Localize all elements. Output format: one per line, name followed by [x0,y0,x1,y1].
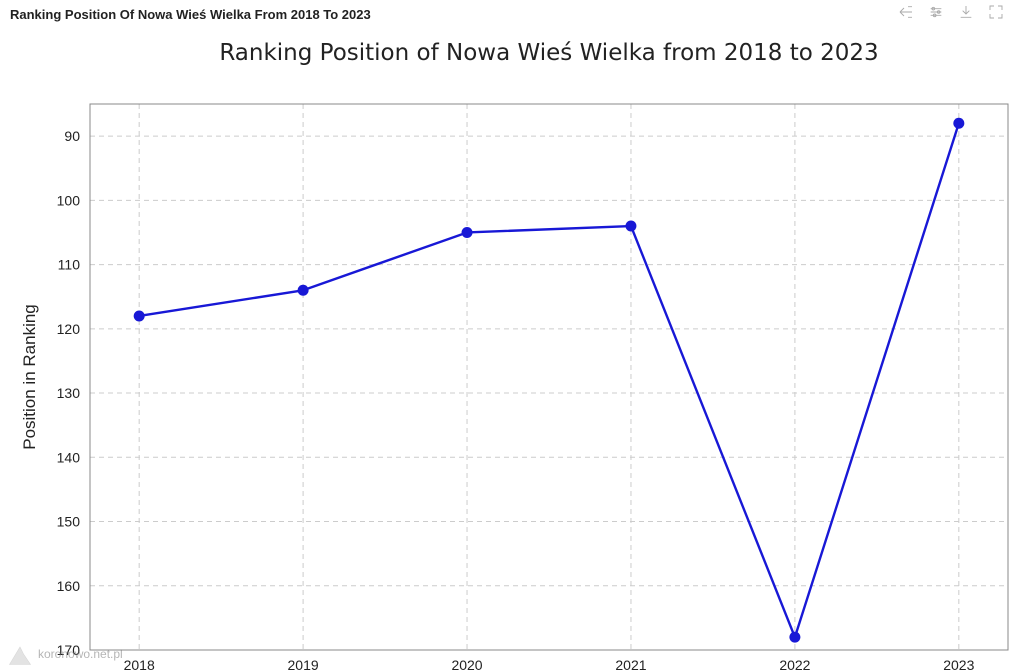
download-icon[interactable] [958,4,974,25]
x-tick-label: 2018 [124,657,155,672]
data-point [298,285,309,296]
data-point [789,632,800,643]
expand-icon[interactable] [988,4,1004,25]
watermark-logo-icon [6,640,34,668]
y-tick-label: 100 [57,192,81,208]
data-point [625,221,636,232]
x-tick-label: 2022 [779,657,810,672]
header-title: Ranking Position Of Nowa Wieś Wielka Fro… [10,7,371,22]
x-tick-label: 2019 [288,657,319,672]
data-point [462,227,473,238]
plot-border [90,104,1008,650]
header: Ranking Position Of Nowa Wieś Wielka Fro… [0,0,1024,25]
chart-svg: Ranking Position of Nowa Wieś Wielka fro… [0,24,1024,672]
y-tick-label: 160 [57,578,81,594]
pan-icon[interactable] [898,4,914,25]
app-container: Ranking Position Of Nowa Wieś Wielka Fro… [0,0,1024,672]
y-tick-label: 110 [58,257,81,273]
x-tick-label: 2021 [615,657,646,672]
data-point [953,118,964,129]
y-tick-label: 90 [64,128,80,144]
y-axis-label: Position in Ranking [20,304,39,450]
data-point [134,310,145,321]
y-tick-label: 150 [57,514,81,530]
chart-title: Ranking Position of Nowa Wieś Wielka fro… [219,40,878,66]
y-tick-label: 140 [57,449,81,465]
toolbar [898,4,1004,25]
chart-area: Ranking Position of Nowa Wieś Wielka fro… [0,24,1024,672]
watermark: koronowo.net.pl [6,640,123,668]
x-tick-label: 2023 [943,657,974,672]
y-tick-label: 130 [57,385,81,401]
y-tick-label: 120 [57,321,81,337]
settings-icon[interactable] [928,4,944,25]
x-tick-label: 2020 [451,657,482,672]
watermark-text: koronowo.net.pl [38,647,123,661]
